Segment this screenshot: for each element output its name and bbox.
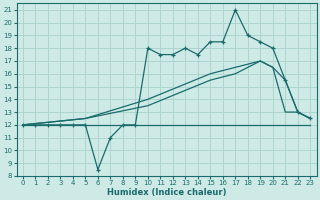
X-axis label: Humidex (Indice chaleur): Humidex (Indice chaleur) (107, 188, 226, 197)
